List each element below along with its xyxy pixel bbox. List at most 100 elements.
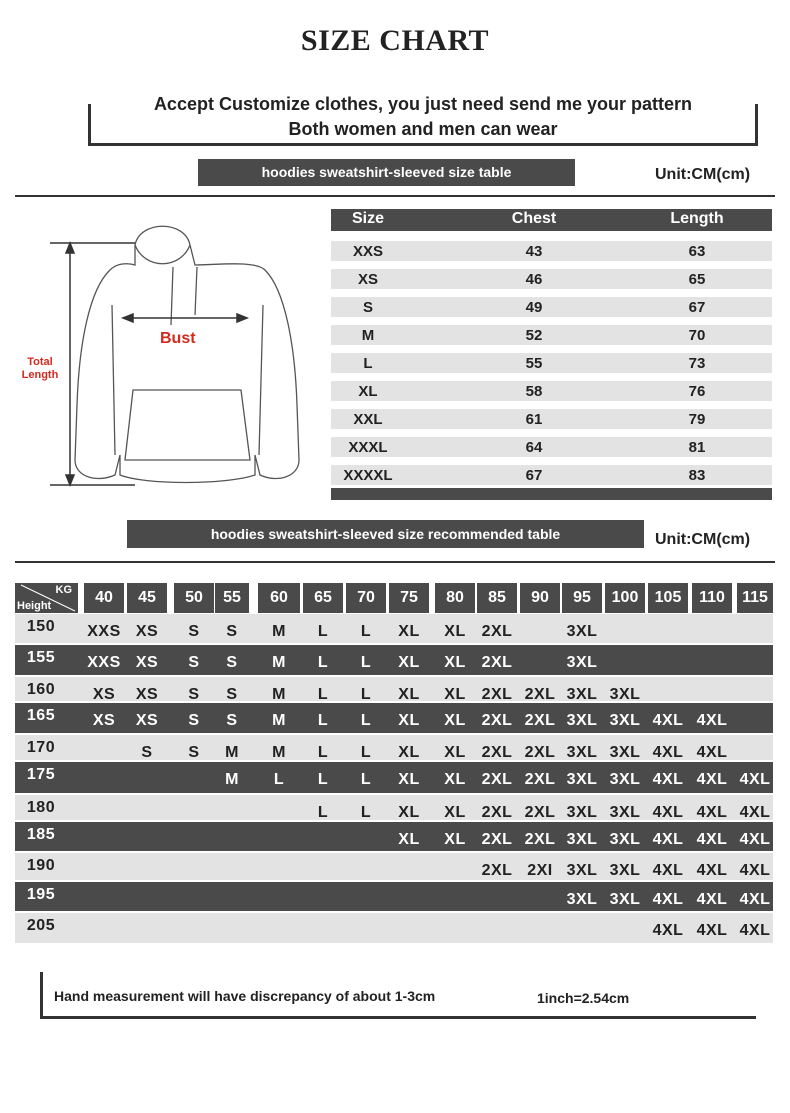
table-row	[331, 269, 772, 289]
table-row	[331, 241, 772, 261]
height-label: 170	[26, 739, 56, 756]
hoodie-diagram	[50, 225, 300, 488]
table1-cell: 79	[688, 411, 706, 428]
size-cell: XS	[92, 712, 116, 729]
weight-header-105: 105	[648, 583, 688, 613]
banner-line-1: Accept Customize clothes, you just need …	[93, 94, 753, 115]
table1-cell: 46	[525, 271, 543, 288]
size-cell: XS	[92, 686, 116, 703]
table-row	[15, 795, 773, 820]
size-cell: 3XL	[609, 891, 641, 908]
table1-cell: 67	[688, 299, 706, 316]
size-cell: 4XL	[696, 804, 728, 821]
size-cell: M	[225, 771, 239, 788]
table2-heading: hoodies sweatshirt-sleeved size recommen…	[127, 520, 644, 548]
table1-cell: 43	[525, 243, 543, 260]
size-cell: S	[226, 623, 238, 640]
size-cell: 2XL	[481, 712, 513, 729]
size-cell: L	[360, 771, 372, 788]
table1-cell: S	[362, 299, 373, 316]
size-cell: S	[226, 712, 238, 729]
table1-cell: 83	[688, 467, 706, 484]
banner-line-2: Both women and men can wear	[288, 119, 558, 139]
size-cell: 4XL	[696, 891, 728, 908]
table1-cell: 55	[525, 355, 543, 372]
table1-cell: 64	[525, 439, 543, 456]
weight-header-40: 40	[84, 583, 124, 613]
footer-note: Hand measurement will have discrepancy o…	[54, 988, 436, 1004]
size-cell: 3XL	[566, 686, 598, 703]
size-cell: 4XL	[652, 831, 684, 848]
table-row	[15, 735, 773, 760]
size-cell: XL	[444, 831, 466, 848]
table1-cell: 70	[688, 327, 706, 344]
table1-cell: XS	[357, 271, 378, 288]
size-cell: L	[273, 771, 285, 788]
total-length-label: Total Length	[21, 356, 59, 381]
table-row	[331, 297, 772, 317]
size-cell: XL	[444, 771, 466, 788]
height-label: 150	[26, 618, 56, 635]
size-cell: XL	[444, 804, 466, 821]
size-cell: 3XL	[609, 862, 641, 879]
size-cell: XL	[444, 686, 466, 703]
size-cell: M	[272, 623, 286, 640]
size-cell: S	[141, 744, 153, 761]
table-row	[331, 437, 772, 457]
weight-header-65: 65	[303, 583, 343, 613]
size-cell: XL	[444, 712, 466, 729]
size-cell: 3XL	[609, 804, 641, 821]
size-cell: 4XL	[652, 891, 684, 908]
table1-cell: 76	[688, 383, 706, 400]
weight-header-75: 75	[389, 583, 429, 613]
table1-column-header: Length	[670, 210, 724, 227]
table-row	[15, 703, 773, 733]
size-cell: 4XL	[652, 922, 684, 939]
size-cell: 4XL	[652, 862, 684, 879]
corner-header: KG Height	[15, 583, 78, 613]
size-cell: L	[360, 686, 372, 703]
table-row	[331, 353, 772, 373]
divider	[15, 195, 775, 197]
height-label: 195	[26, 886, 56, 903]
table1-cell: 67	[525, 467, 543, 484]
size-cell: 2XL	[524, 831, 556, 848]
size-cell: L	[317, 686, 329, 703]
table1-column-header: Size	[351, 210, 384, 227]
weight-header-55: 55	[215, 583, 249, 613]
table-row	[15, 762, 773, 793]
size-cell: L	[360, 712, 372, 729]
size-cell: 4XL	[739, 862, 771, 879]
size-cell: 2XL	[524, 771, 556, 788]
size-cell: L	[317, 804, 329, 821]
height-label: 180	[26, 799, 56, 816]
size-cell: 3XL	[566, 831, 598, 848]
height-label: 190	[26, 857, 56, 874]
size-cell: 4XL	[652, 744, 684, 761]
size-cell: L	[317, 623, 329, 640]
weight-header-60: 60	[258, 583, 300, 613]
size-cell: M	[272, 744, 286, 761]
table1-unit: Unit:CM(cm)	[655, 166, 751, 183]
table1-cell: 65	[688, 271, 706, 288]
height-label: 155	[26, 649, 56, 666]
size-cell: XS	[135, 654, 159, 671]
size-cell: 2XL	[481, 804, 513, 821]
size-cell: 2XL	[481, 686, 513, 703]
height-label: 175	[26, 766, 56, 783]
size-cell: 2XL	[481, 831, 513, 848]
size-cell: S	[188, 744, 200, 761]
size-cell: 4XL	[652, 712, 684, 729]
size-cell: XL	[398, 623, 420, 640]
corner-height: Height	[17, 600, 52, 612]
size-cell: 4XL	[739, 831, 771, 848]
size-cell: 3XL	[609, 744, 641, 761]
size-cell: S	[188, 712, 200, 729]
banner-frame	[88, 104, 758, 146]
size-cell: XL	[398, 686, 420, 703]
table1-cell: 61	[525, 411, 543, 428]
size-cell: XL	[444, 744, 466, 761]
footer-conversion: 1inch=2.54cm	[537, 990, 630, 1006]
table1-cell: 81	[688, 439, 706, 456]
size-cell: 4XL	[739, 891, 771, 908]
